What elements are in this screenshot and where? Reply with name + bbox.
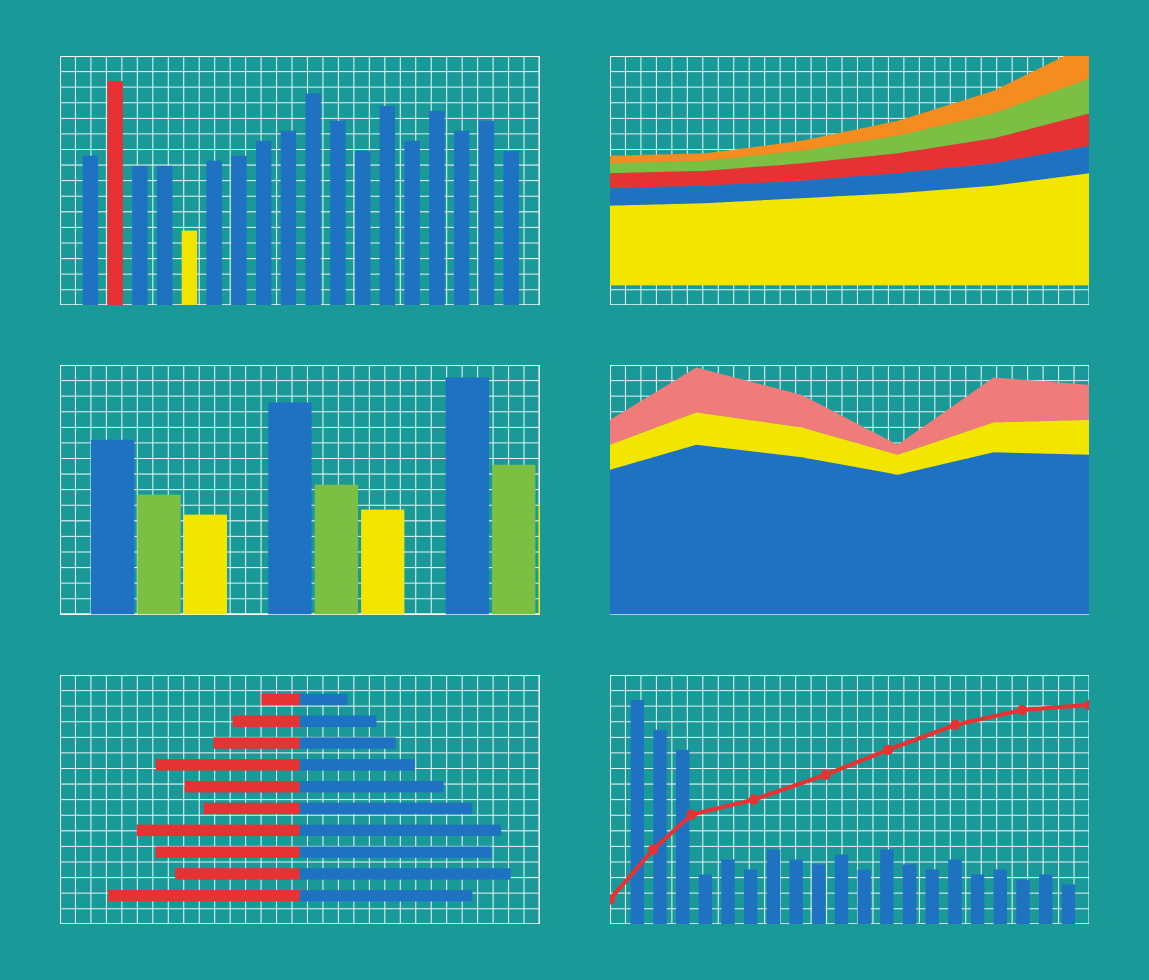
chart-bar-single bbox=[60, 56, 540, 305]
panel-grouped-bars bbox=[60, 365, 540, 614]
panel-area-wave bbox=[610, 365, 1090, 614]
chart-area-rising bbox=[610, 56, 1090, 305]
panel-combo-bar-line bbox=[610, 675, 1090, 924]
chart-pyramid bbox=[60, 675, 540, 924]
chart-area-wave bbox=[610, 365, 1090, 614]
panel-bar-single bbox=[60, 56, 540, 305]
chart-grouped-bars bbox=[60, 365, 540, 614]
chart-combo-bar-line bbox=[610, 675, 1090, 924]
dashboard-grid bbox=[0, 0, 1149, 980]
panel-pyramid bbox=[60, 675, 540, 924]
panel-area-rising bbox=[610, 56, 1090, 305]
